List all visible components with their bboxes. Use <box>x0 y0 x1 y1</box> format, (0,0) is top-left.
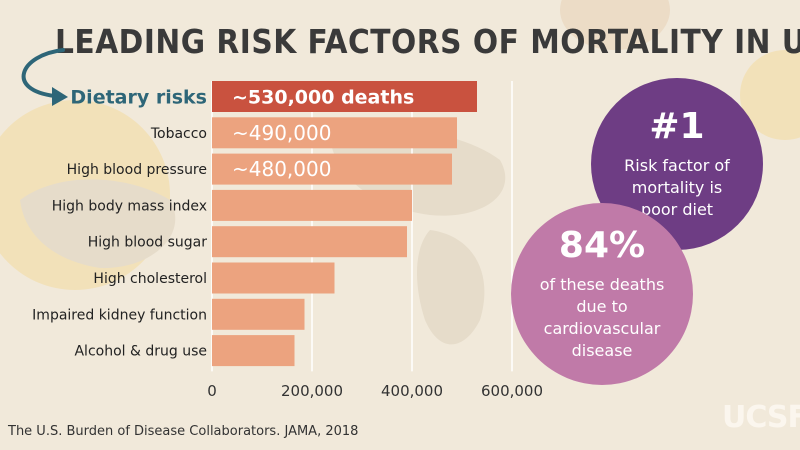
callout-number-one-text: Risk factor of mortality is poor diet <box>624 156 730 219</box>
bar-value-label: ~480,000 <box>232 157 331 181</box>
category-label: High blood pressure <box>67 162 207 178</box>
chart-title: LEADING RISK FACTORS OF MORTALITY IN U.S… <box>55 22 800 61</box>
x-tick-label: 400,000 <box>381 382 443 400</box>
category-label: Alcohol & drug use <box>74 344 207 360</box>
category-label: High blood sugar <box>88 235 208 251</box>
bar <box>212 226 407 258</box>
bar-value-label: ~530,000 deaths <box>232 87 414 109</box>
bar <box>212 262 335 294</box>
callout-number-one-value: #1 <box>649 106 705 147</box>
category-label: Tobacco <box>150 126 207 142</box>
category-label: Dietary risks <box>70 87 207 109</box>
bar <box>212 335 295 367</box>
x-tick-label: 200,000 <box>281 382 343 400</box>
callout-percentage-text: of these deaths due to cardiovascular di… <box>539 275 665 360</box>
callout-number-one: #1 Risk factor of mortality is poor diet <box>591 78 763 250</box>
ucsf-logo: UCSF <box>722 400 800 435</box>
bar <box>212 81 477 112</box>
bar-value-label: ~490,000 <box>232 121 331 145</box>
bar <box>212 117 457 149</box>
callout-percentage-value: 84% <box>558 225 646 266</box>
category-label: High cholesterol <box>93 271 207 287</box>
bar <box>212 189 412 221</box>
x-tick-label: 0 <box>207 382 217 400</box>
category-label: High body mass index <box>52 198 207 214</box>
source-citation: The U.S. Burden of Disease Collaborators… <box>8 424 359 439</box>
bar <box>212 153 452 185</box>
callout-percentage: 84% of these deaths due to cardiovascula… <box>511 203 693 385</box>
x-tick-label: 600,000 <box>481 382 543 400</box>
bar <box>212 298 305 330</box>
arrow-icon <box>21 48 68 106</box>
category-label: Impaired kidney function <box>32 307 207 323</box>
